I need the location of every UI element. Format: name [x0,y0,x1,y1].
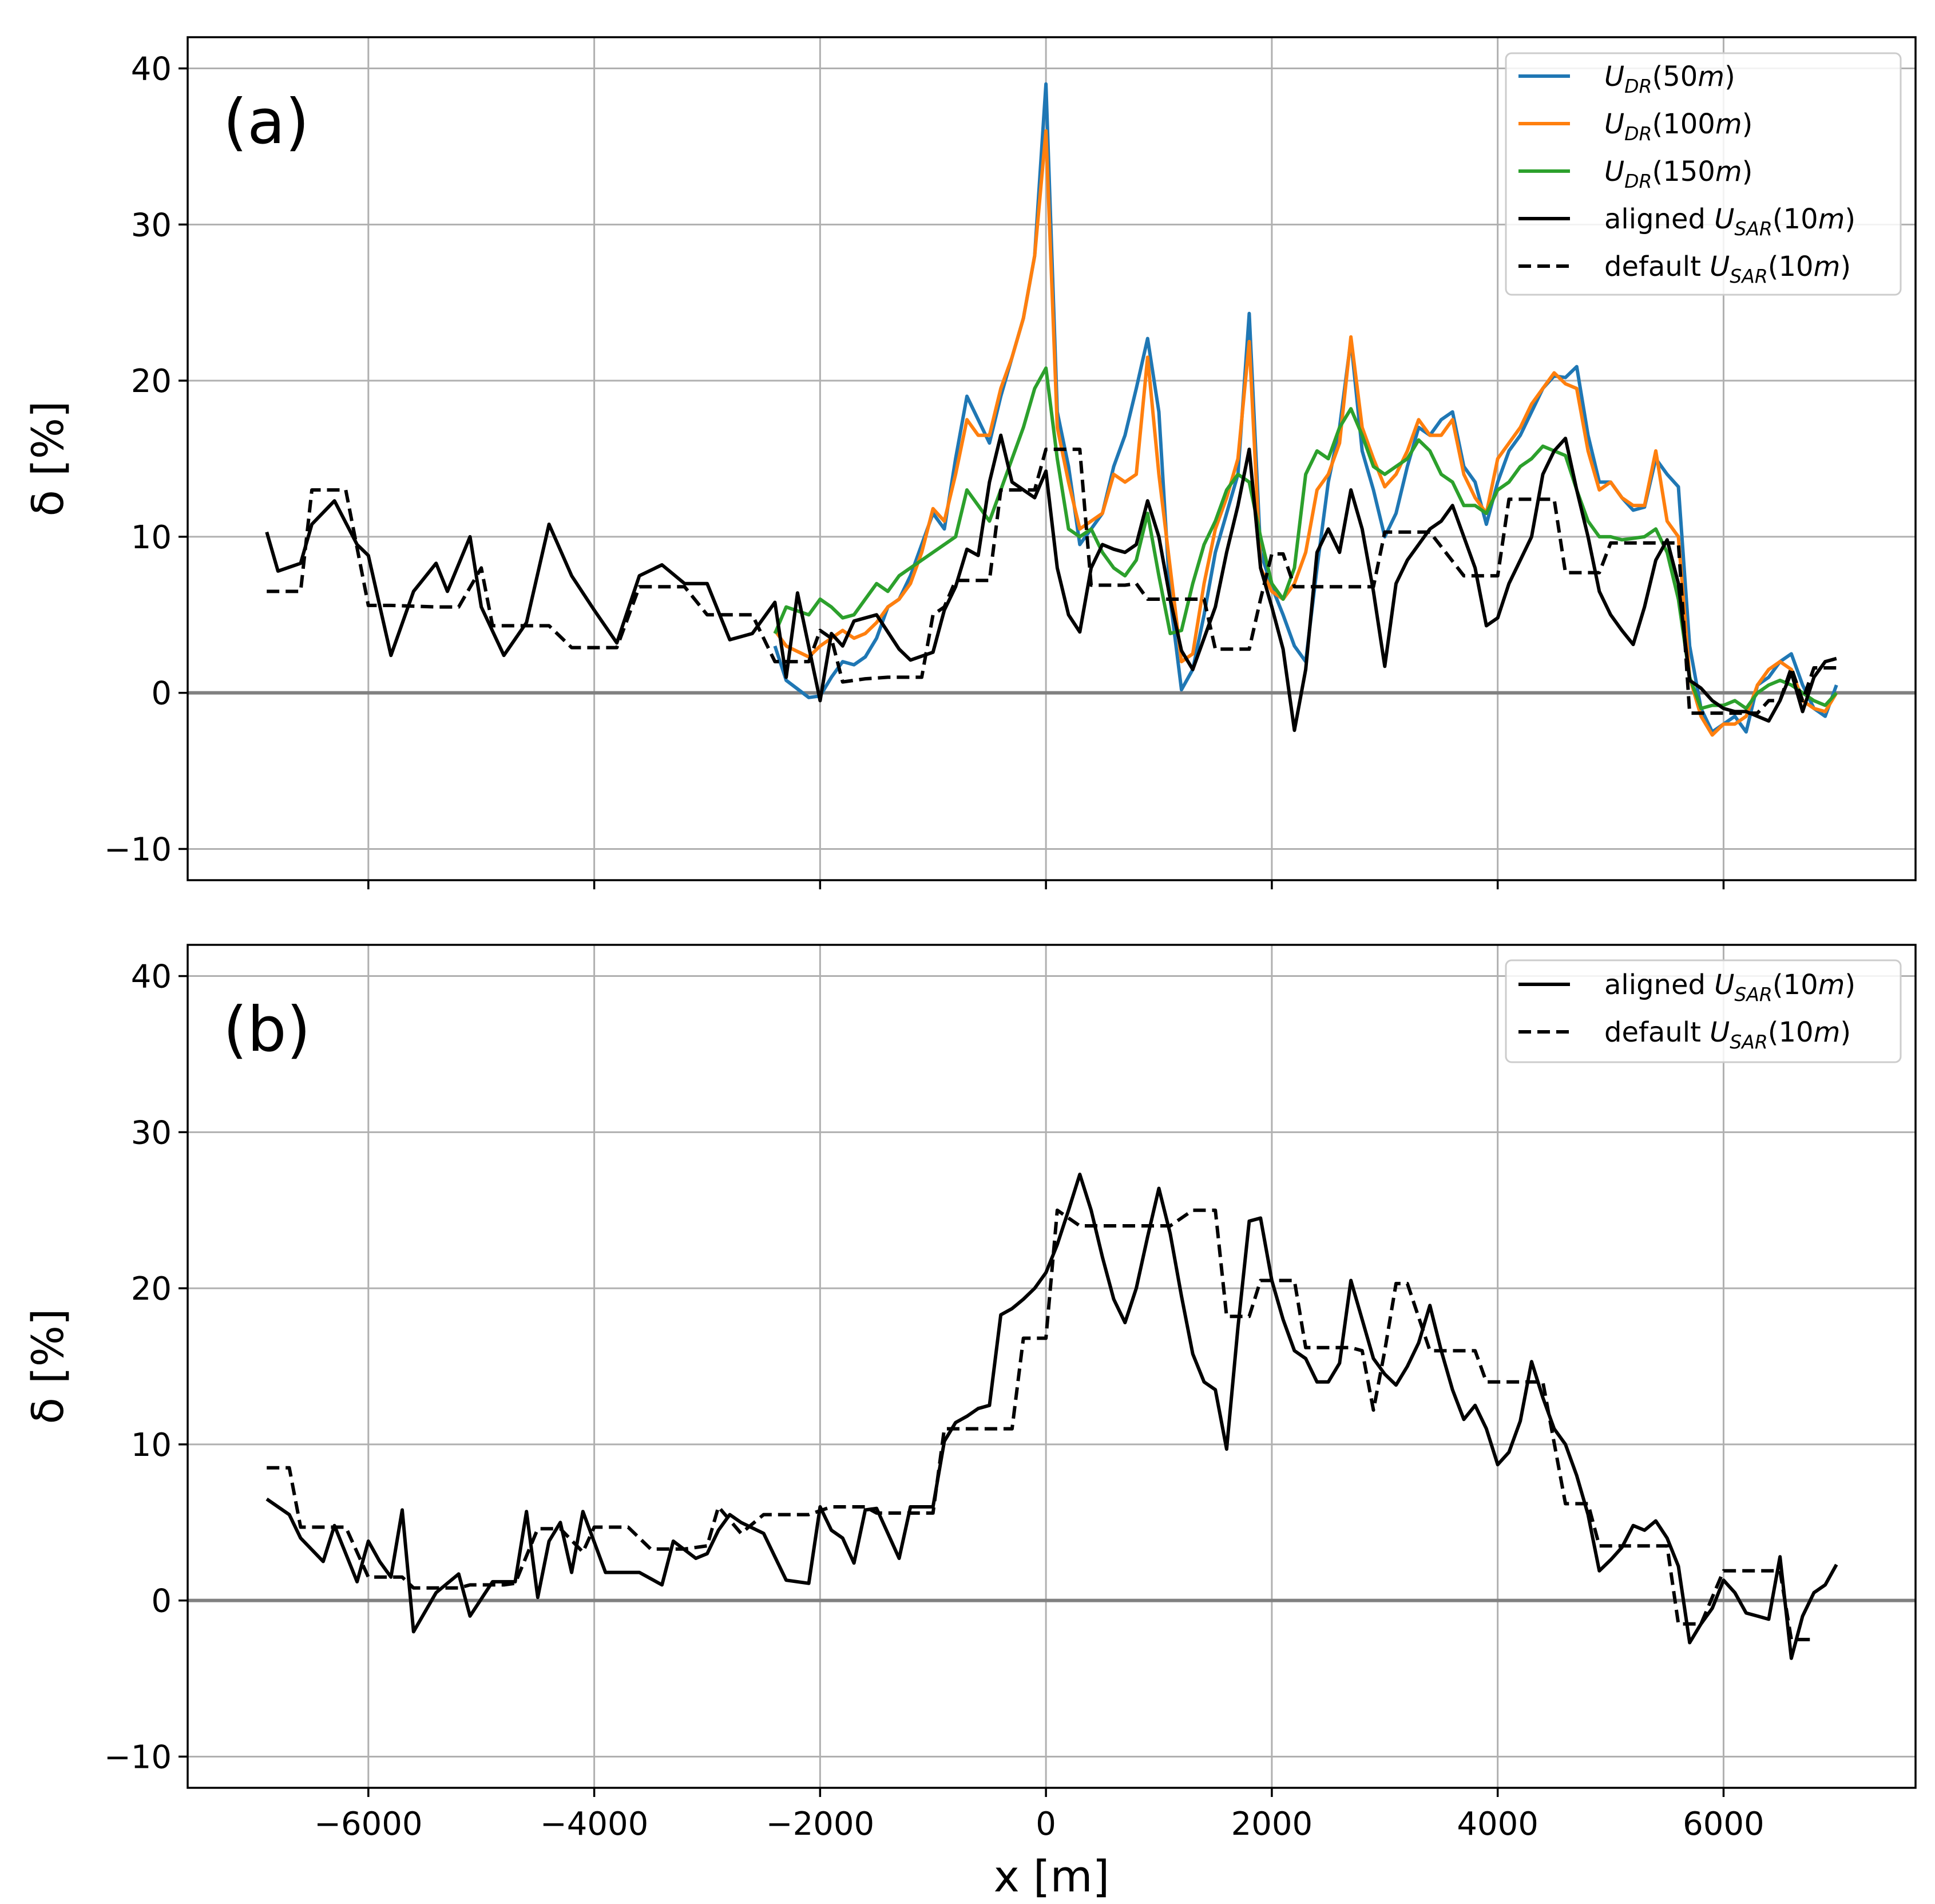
panel-a-series-line-3 [265,433,1837,733]
panel-a-legend-label-2: UDR(150m) [1604,156,1752,192]
panel-b-y-axis-title: δ [%] [22,1308,73,1424]
panel-b-xtick-label: 6000 [1683,1806,1765,1843]
panel-a-legend-label-3: aligned USAR(10m) [1604,203,1855,240]
panel-b-xtick-label: 2000 [1231,1806,1313,1843]
panel-b-series-line-0 [265,1173,1838,1660]
panel-a: −10 0 10 20 30 40 (a) δ [%] UDR(50m) UDR(100m)… [22,36,1917,889]
panel-a-frame [187,36,1917,881]
panel-b-legend-label-1: default USAR(10m) [1604,1016,1851,1053]
panel-a-series-line-2 [773,366,1838,710]
panel-b-ytick-label: 30 [131,1114,172,1151]
panel-b-ticks: −10 0 10 20 30 40 −6000 −4000 −2000 0 2000 4000 6000 [104,959,1765,1843]
panel-b-xtick-label: −6000 [314,1806,422,1843]
panel-b-ytick-label: 0 [151,1583,172,1620]
panel-a-ytick-label: 20 [131,363,172,400]
panel-a-ytick-label: −10 [104,831,172,868]
panel-a-ytick-label: 30 [131,207,172,244]
panel-b-xtick-label: 4000 [1457,1806,1539,1843]
panel-b-legend-label-0: aligned USAR(10m) [1604,969,1855,1006]
panel-b-xtick-label: 0 [1036,1806,1056,1843]
panel-b-ytick-label: 10 [131,1427,172,1464]
panel-b: −10 0 10 20 30 40 −6000 −4000 −2000 0 2000 4000 6000… [22,944,1917,1902]
panel-a-legend-label-1: UDR(100m) [1604,108,1752,145]
panel-b-series-line-1 [267,1208,1814,1641]
panel-a-label: (a) [223,86,309,158]
panel-b-series [265,1173,1838,1660]
panel-b-xtick-label: −2000 [766,1806,874,1843]
panel-b-label: (b) [223,994,311,1066]
panel-a-series-line-4 [267,448,1837,715]
panel-a-legend: UDR(50m) UDR(100m) UDR(150m) aligned USAR(1… [1505,52,1902,296]
panel-a-legend-label-0: UDR(50m) [1604,61,1735,97]
panel-a-y-axis-title: δ [%] [22,401,73,516]
panel-b-legend-box [1505,959,1902,1063]
panel-b-legend: aligned USAR(10m) default USAR(10m) [1505,959,1902,1063]
x-axis-title: x [m] [994,1851,1109,1902]
panel-a-legend-label-4: default USAR(10m) [1604,251,1851,287]
panel-b-ytick-label: 20 [131,1270,172,1308]
panel-a-series [265,82,1838,737]
panel-a-ytick-label: 0 [151,675,172,712]
panel-b-ytick-label: 40 [131,959,172,996]
panel-a-series-line-1 [773,129,1838,737]
panel-b-frame [187,944,1917,1789]
panel-a-legend-box [1505,52,1902,296]
panel-a-ytick-label: 40 [131,51,172,88]
panel-a-ytick-label: 10 [131,519,172,556]
panel-b-ytick-label: −10 [104,1739,172,1776]
panel-b-xtick-label: −4000 [540,1806,648,1843]
panel-a-ticks: −10 0 10 20 30 40 [104,51,1725,889]
